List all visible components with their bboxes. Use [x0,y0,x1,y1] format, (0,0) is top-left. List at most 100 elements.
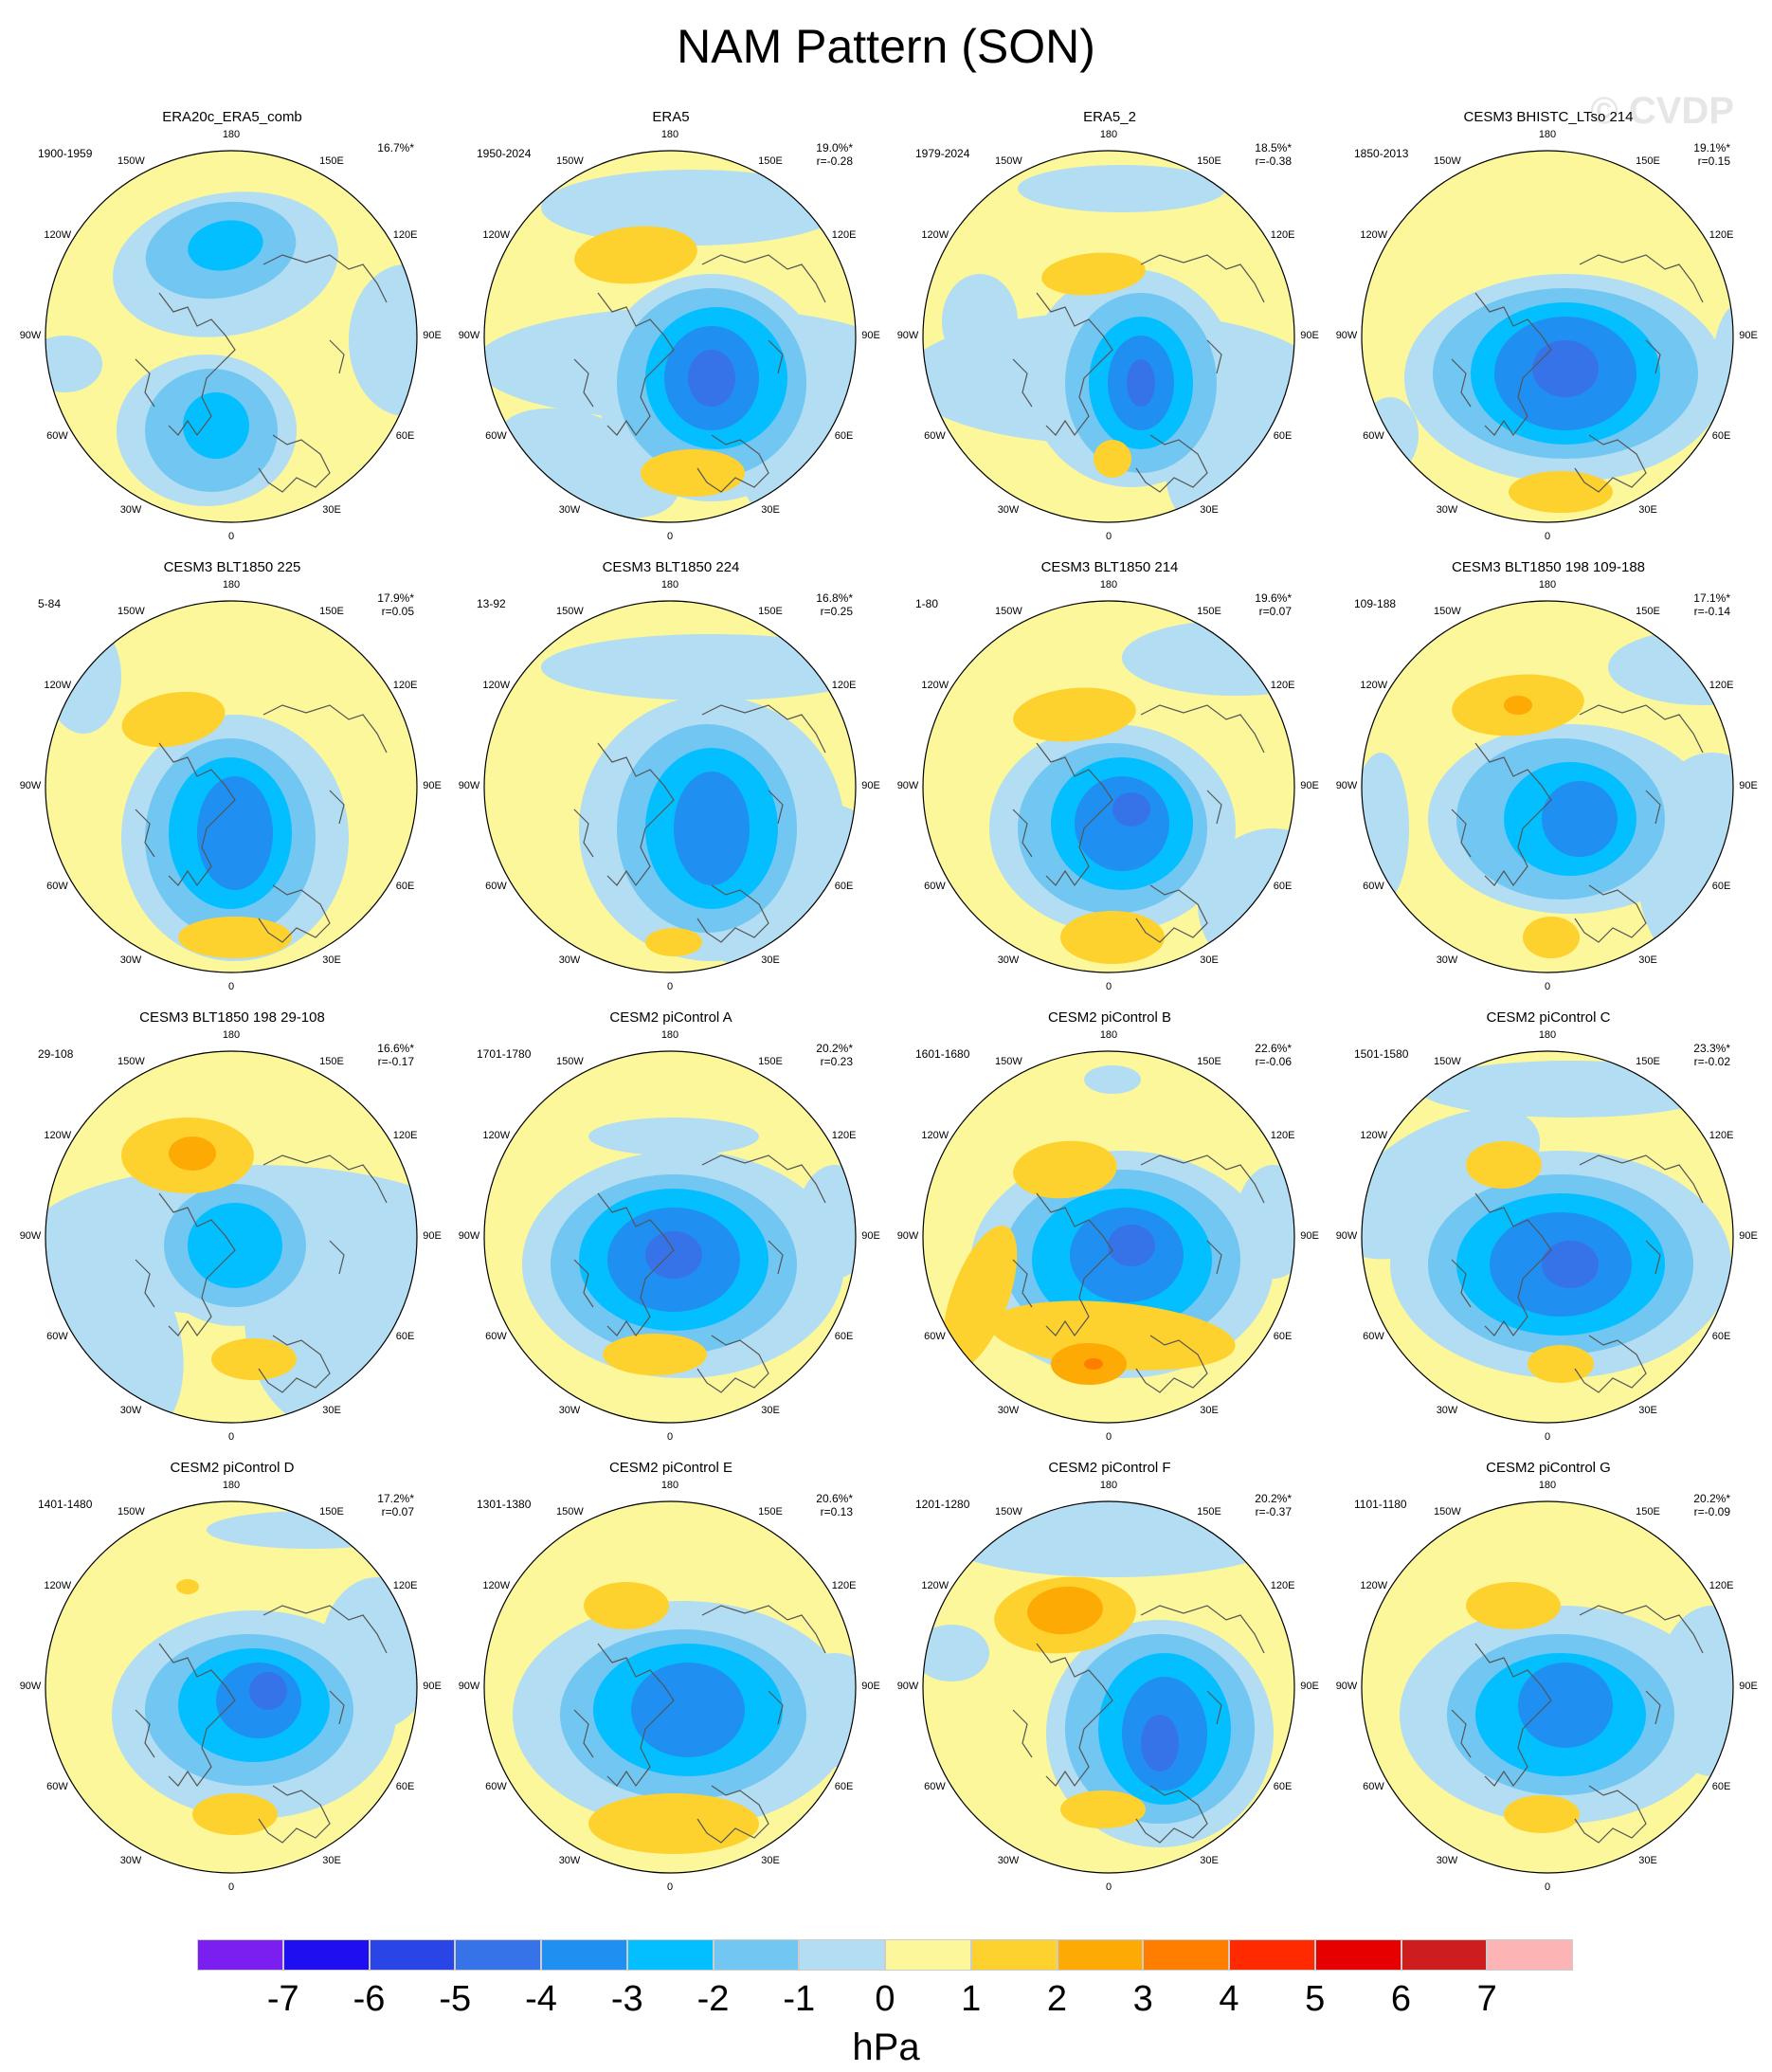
panel-corr: r=0.23 [820,1055,853,1068]
polar-map [1361,1050,1734,1424]
longitude-label: 120E [1709,1130,1734,1141]
longitude-label: 180 [1538,579,1557,591]
longitude-label: 120W [44,1580,72,1591]
polar-map [922,600,1295,973]
longitude-label: 0 [1544,981,1551,992]
panel-years: 1950-2024 [477,147,532,160]
contour-region [183,392,249,459]
map-boundary [45,1050,418,1424]
polar-map [1361,150,1734,523]
panel-title: ERA5_2 [1083,109,1136,125]
panel-years: 1301-1380 [477,1498,532,1511]
contour-region [178,917,292,958]
longitude-label: 90E [1739,1230,1758,1242]
contour-region [1509,471,1613,513]
longitude-label: 60W [924,881,946,892]
map-boundary [1361,600,1734,973]
longitude-label: 90W [896,1230,919,1242]
longitude-label: 120W [1360,1580,1388,1591]
longitude-label: 120W [44,229,72,241]
longitude-label: 30W [558,954,581,966]
longitude-label: 60E [1711,1781,1731,1792]
longitude-label: 90W [458,1681,480,1692]
longitude-label: 30W [997,1404,1020,1416]
coastline [1012,254,1265,493]
panel-years: 1900-1959 [38,147,93,160]
map-boundary [922,150,1295,523]
longitude-label: 0 [1544,1881,1551,1893]
longitude-label: 0 [666,531,674,542]
panel-corr: r=0.05 [381,605,414,618]
panel-corr: r=0.07 [381,1505,414,1518]
longitude-label: 120E [1270,680,1295,691]
contour-region [942,1501,1283,1577]
contour-region [787,1653,856,1767]
panel-variance: 17.2%* r=0.07 [346,1492,414,1518]
map-panel: ERA5_2 1979-2024 18.5%* r=-0.38 180 150E 120E 9… [897,109,1319,545]
panel-title: CESM3 BLT1850 198 109-188 [1451,559,1646,575]
polar-map [483,1500,857,1874]
longitude-label: 0 [227,981,235,992]
longitude-label: 60W [1363,1331,1384,1342]
longitude-label: 90W [1335,1230,1358,1242]
coastline [135,254,388,493]
contour-region [631,1663,745,1757]
contour-region [1084,1358,1103,1370]
map-panel: CESM2 piControl B 1601-1680 22.6%* r=-0.06 1… [897,1009,1319,1445]
polar-map [45,600,418,973]
longitude-label: 0 [1544,531,1551,542]
polar-map [45,1500,418,1874]
panel-years: 1601-1680 [915,1047,970,1061]
longitude-label: 0 [666,1881,674,1893]
longitude-label: 90E [1300,1230,1319,1242]
contour-region [1466,1141,1542,1189]
panel-variance: 16.6%* r=-0.17 [346,1042,414,1068]
contour-region [797,1165,856,1279]
longitude-label: 120W [921,680,949,691]
panel-corr: r=0.13 [820,1505,853,1518]
longitude-label: 60W [46,1331,68,1342]
panel-pct: 20.2%* [816,1042,853,1055]
map-panel: CESM3 BLT1850 225 5-84 17.9%* r=0.05 180 150E… [20,559,442,995]
coastline [135,704,388,943]
longitude-label: 150W [995,155,1022,168]
longitude-label: 180 [660,579,679,591]
longitude-label: 150E [1636,606,1660,618]
longitude-label: 0 [227,1881,235,1893]
longitude-label: 120E [392,229,418,241]
contour-region [1466,1582,1561,1629]
longitude-label: 30W [119,1404,142,1416]
panel-grid: ERA20c_ERA5_comb 1900-1959 16.7%* 180 150E 12… [20,109,1758,1893]
contour-region [688,350,735,407]
longitude-label: 90E [423,330,442,341]
colorbar-swatch [1143,1939,1229,1971]
longitude-label: 90E [1300,330,1319,341]
longitude-label: 90E [1739,780,1758,791]
contour-region [1041,252,1146,296]
map-boundary [45,150,418,523]
longitude-label: 0 [1105,1431,1112,1443]
panel-pct: 16.6%* [377,1042,414,1055]
colorbar-tick-label: 2 [1046,1979,1068,2019]
longitude-label: 30E [761,954,780,966]
contour-region [1027,1586,1103,1635]
panel-title: CESM3 BLT1850 214 [1040,559,1179,575]
longitude-label: 30E [761,1404,780,1416]
longitude-label: 120E [831,1580,857,1591]
longitude-label: 120W [482,1130,511,1141]
colorbar-tick-label: 7 [1476,1979,1497,2019]
panel-title: CESM2 piControl A [609,1009,732,1026]
longitude-label: 180 [660,129,679,140]
panel-years: 1101-1180 [1354,1498,1407,1511]
longitude-label: 120W [921,229,949,241]
polar-map [922,1050,1295,1424]
panel-variance: 19.1%* r=0.15 [1662,141,1730,168]
panel-variance: 20.2%* r=0.23 [785,1042,853,1068]
longitude-label: 120W [44,1130,72,1141]
longitude-label: 30E [1638,1404,1657,1416]
longitude-label: 60W [46,430,68,442]
longitude-label: 150E [758,1056,783,1068]
longitude-label: 120E [1270,229,1295,241]
contour-region [1127,359,1155,407]
contour-region [1518,1663,1613,1748]
